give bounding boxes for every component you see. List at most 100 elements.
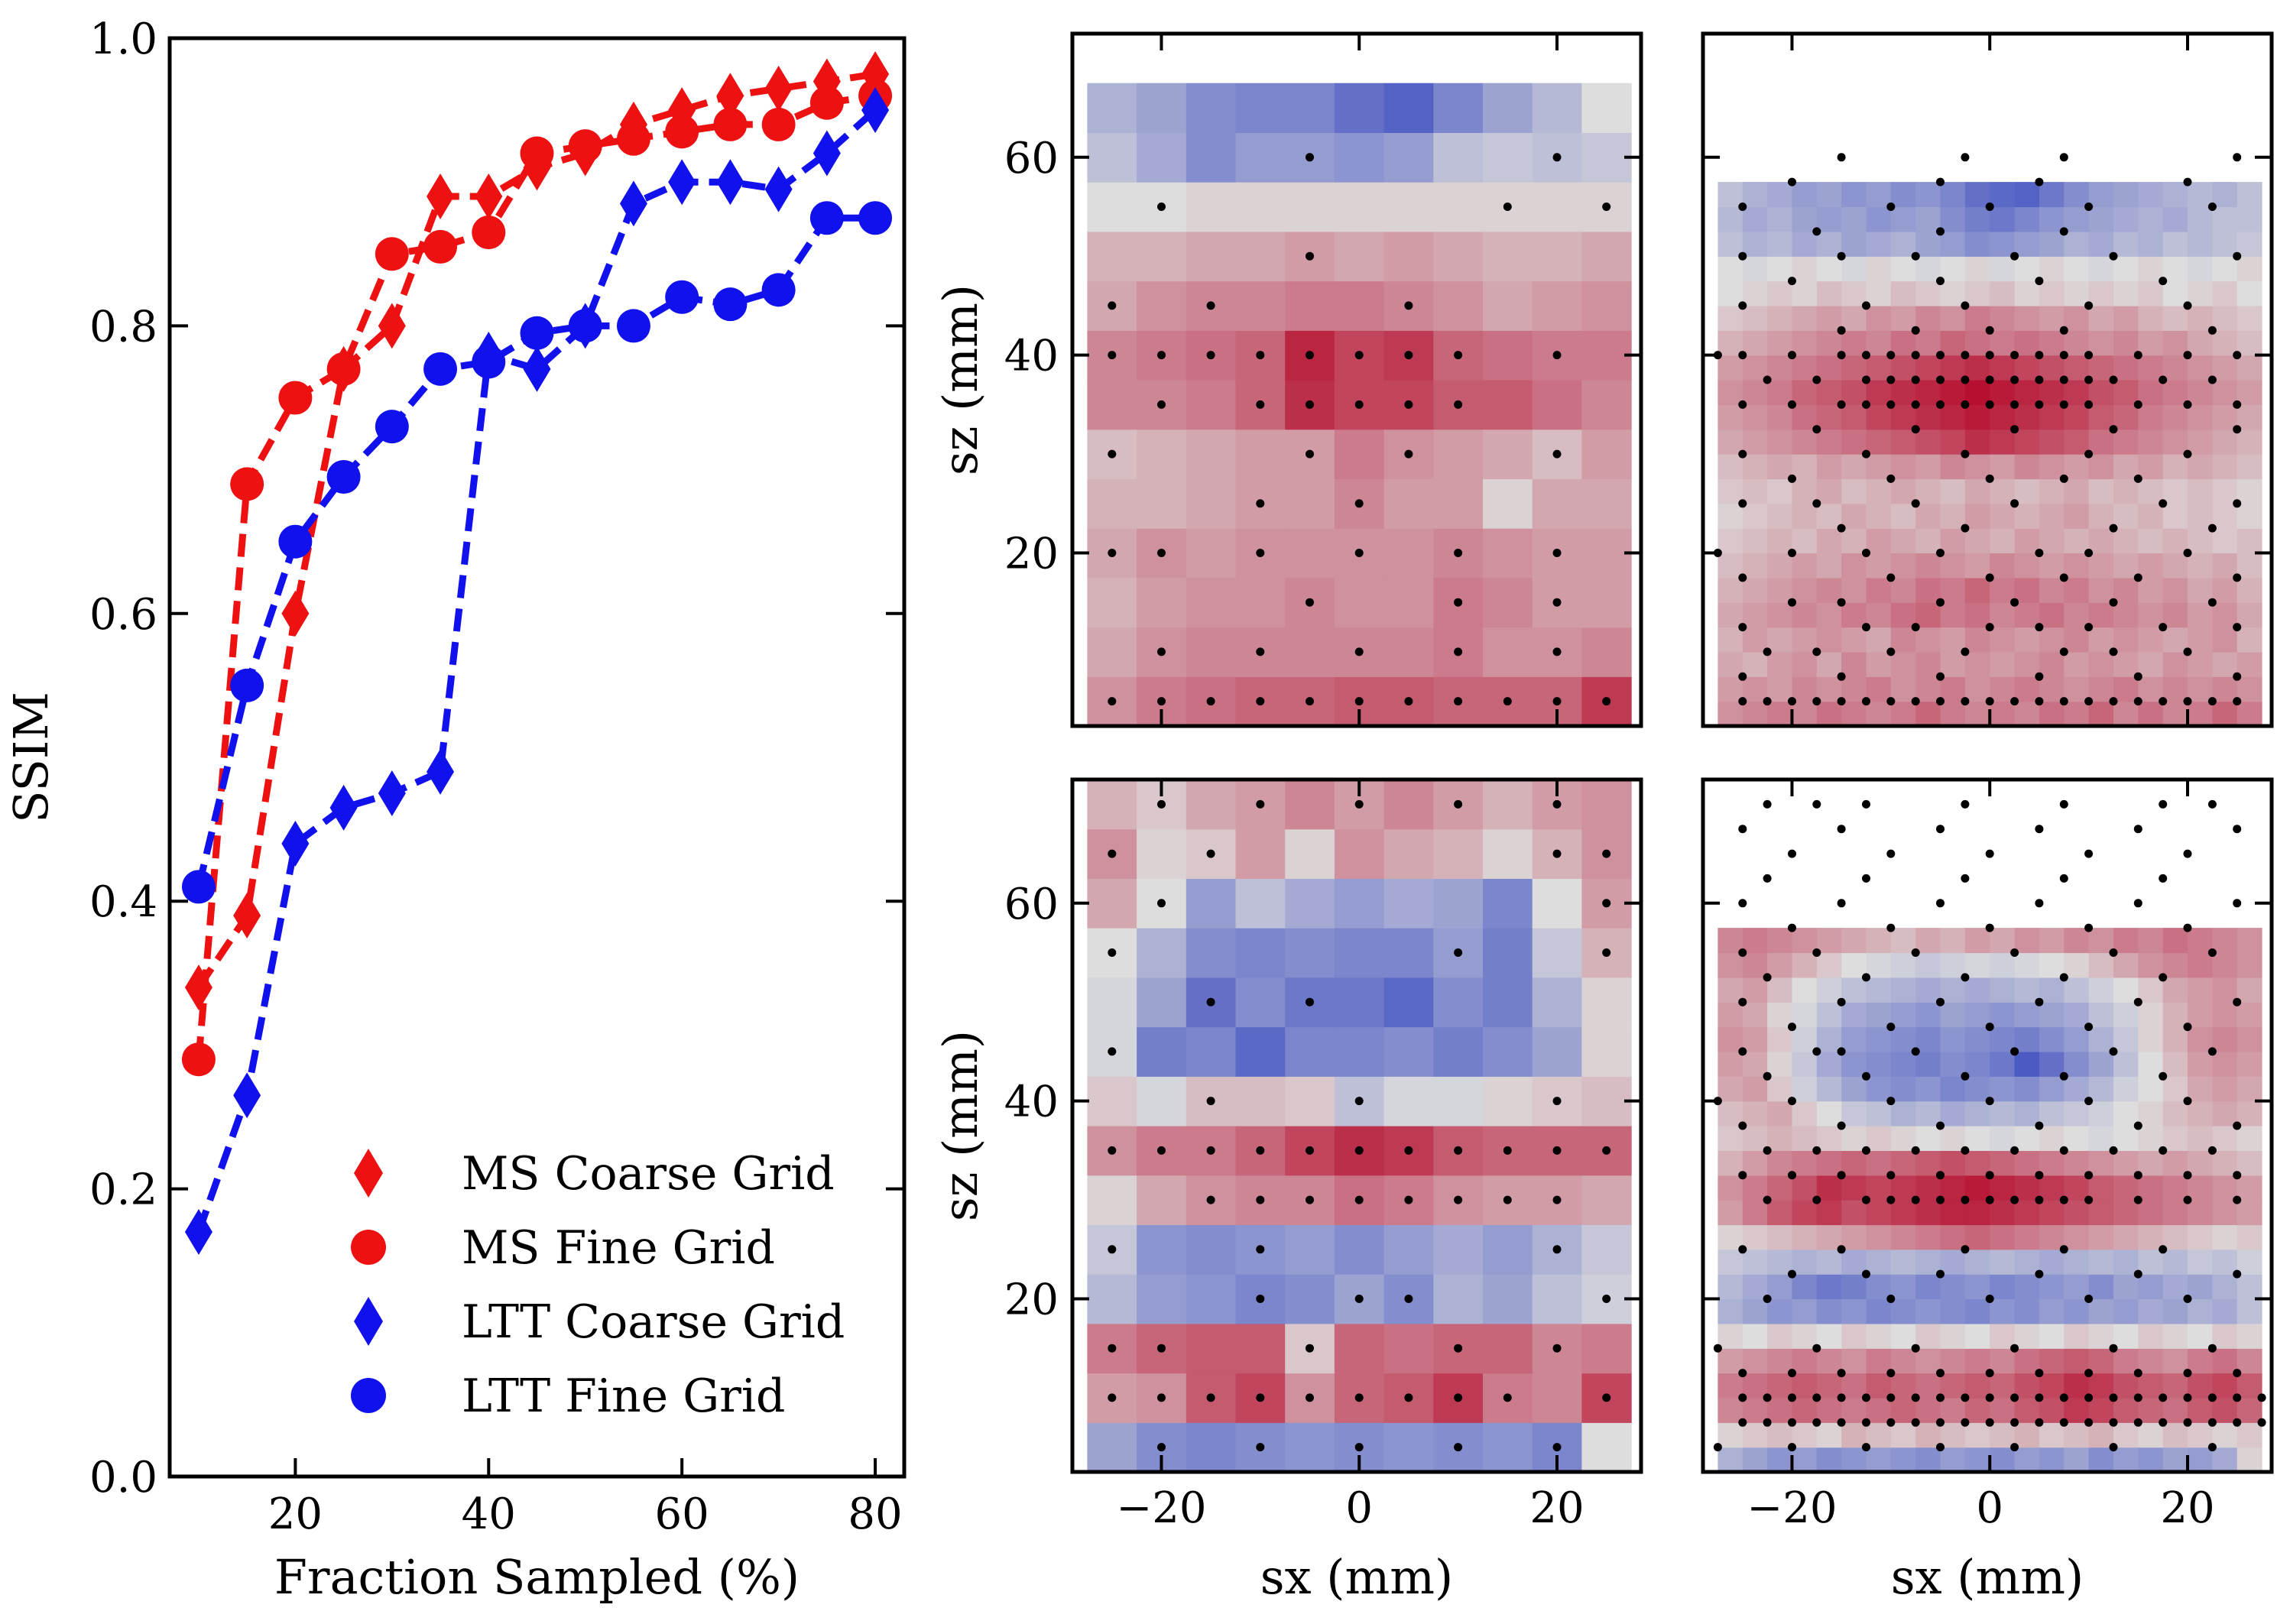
sample-point (1985, 400, 1994, 409)
sample-point (1961, 375, 1970, 384)
sample-point (2059, 874, 2068, 883)
sample-point (1503, 1146, 1512, 1155)
sample-point (2059, 799, 2068, 809)
heatmap-cell (2014, 651, 2040, 677)
sample-point (2059, 326, 2068, 335)
sample-point (1157, 697, 1166, 706)
heatmap-cell (1990, 380, 2016, 405)
heatmap-cell (1285, 1026, 1335, 1077)
heatmap-cell (1915, 1249, 1941, 1275)
heatmap-cell (2162, 676, 2188, 702)
heatmap-cell (1718, 1002, 1743, 1028)
sample-point (2207, 697, 2217, 706)
sample-point (2010, 1418, 2019, 1427)
heatmap-cell (1940, 404, 1966, 430)
sample-point (1961, 1071, 1970, 1081)
heatmap-cell (1792, 553, 1818, 579)
heatmap-cell (2138, 1249, 2164, 1275)
heatmap-cell (1964, 231, 1990, 257)
sample-point (2183, 849, 2192, 858)
heatmap-cell (1483, 977, 1533, 1028)
sample-point (1738, 997, 1747, 1006)
heatmap-cell (1792, 1348, 1818, 1374)
heatmap-cell (1792, 404, 1818, 430)
sample-point (2183, 1393, 2192, 1402)
sample-point (2010, 1146, 2019, 1155)
heatmap-cell (1990, 1100, 2016, 1126)
x-tick-label: 20 (1529, 1483, 1584, 1533)
data-point (375, 410, 409, 444)
heatmap-cell (2162, 1274, 2188, 1300)
sample-point (1961, 351, 1970, 360)
sample-point (2133, 573, 2142, 582)
sample-point (1108, 697, 1117, 706)
heatmap-cell (1581, 429, 1632, 479)
heatmap-cell (1816, 602, 1842, 628)
heatmap-cell (1792, 231, 1818, 257)
heatmap-cell (1792, 1150, 1818, 1176)
heatmap-cell (2113, 429, 2139, 455)
heatmap-cell (1964, 454, 1990, 480)
heatmap-cell (2088, 1348, 2114, 1374)
sample-point (1206, 1195, 1215, 1204)
sample-point (1985, 1171, 1994, 1180)
sample-point (1837, 326, 1846, 335)
heatmap-cell (1767, 404, 1792, 430)
heatmap-cell (2188, 256, 2213, 282)
heatmap-cell (1581, 1076, 1632, 1126)
heatmap-cell (1841, 182, 1867, 208)
heatmap-cell (1383, 928, 1434, 978)
heatmap-cell (2236, 1126, 2262, 1151)
heatmap-cell (2188, 528, 2213, 554)
heatmap-cell (2188, 429, 2213, 455)
heatmap-cell (1940, 206, 1966, 232)
heatmap-cell (2212, 676, 2238, 702)
heatmap-cell (1581, 132, 1632, 183)
legend-label: MS Fine Grid (462, 1221, 775, 1275)
heatmap-cell (1990, 1002, 2016, 1028)
heatmap-cell (1334, 83, 1385, 133)
heatmap-cell (1718, 1100, 1743, 1126)
heatmap-cell (2039, 577, 2065, 603)
sample-point (1763, 799, 1772, 809)
heatmap-cell (1915, 577, 1941, 603)
heatmap-cell (1235, 1076, 1286, 1126)
heatmap-cell (1816, 182, 1842, 208)
heatmap-cell (2236, 627, 2262, 653)
heatmap-cell (1890, 952, 1916, 978)
sample-point (1788, 1269, 1796, 1279)
sample-point (1354, 1146, 1364, 1155)
heatmap-cell (1334, 577, 1385, 628)
heatmap-cell (2162, 280, 2188, 306)
heatmap-cell (1841, 380, 1867, 405)
heatmap-cell (1742, 553, 1768, 579)
heatmap-cell (1866, 627, 1892, 653)
heatmap-cell (1433, 1274, 1484, 1324)
heatmap-cell (2064, 1200, 2090, 1226)
sample-point (1157, 899, 1166, 908)
sample-point (1936, 825, 1945, 834)
heatmap-cell (2236, 1274, 2262, 1300)
heatmap-cell (2088, 952, 2114, 978)
heatmap-cell (2064, 182, 2090, 208)
sample-point (2035, 672, 2044, 681)
heatmap-cell (1890, 1397, 1916, 1423)
heatmap-cell (1532, 280, 1582, 331)
sample-point (2233, 825, 2242, 834)
heatmap-cell (2162, 1150, 2188, 1176)
sample-point (2133, 1195, 2142, 1204)
heatmap-cell (1940, 305, 1966, 331)
sample-point (1552, 449, 1562, 459)
heatmap-cell (1483, 577, 1533, 628)
sample-point (1738, 1047, 1747, 1056)
sample-point (1788, 1393, 1796, 1402)
heatmap-cell (2014, 602, 2040, 628)
heatmap-cell (2138, 1100, 2164, 1126)
heatmap-cell (2138, 1002, 2164, 1028)
sample-point (1256, 1146, 1265, 1155)
heatmap-cell (2014, 454, 2040, 480)
heatmap-cell (2138, 528, 2164, 554)
sample-point (2233, 573, 2242, 582)
heatmap-cell (2236, 928, 2262, 954)
heatmap-cell (1841, 330, 1867, 356)
